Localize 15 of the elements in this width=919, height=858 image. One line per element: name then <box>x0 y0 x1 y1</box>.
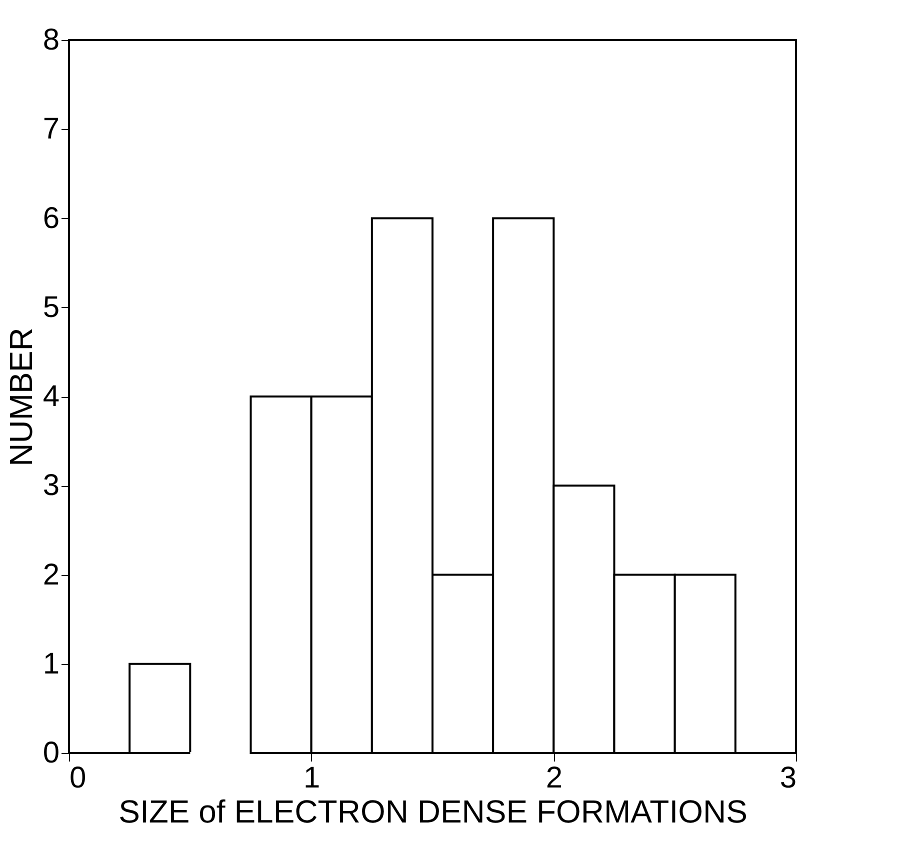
y-tick-label: 7 <box>42 112 60 146</box>
y-tick-label: 6 <box>42 202 60 235</box>
y-axis-title: NUMBER <box>2 328 39 466</box>
y-tick-label: 8 <box>42 24 60 56</box>
y-tick-label: 3 <box>42 469 60 502</box>
y-tick-label: 5 <box>42 290 60 324</box>
x-tick-label: 2 <box>546 762 563 794</box>
x-tick-label: 0 <box>70 762 86 794</box>
y-tick-label: 0 <box>42 736 60 770</box>
y-tick-label: 1 <box>42 647 60 680</box>
x-tick-label: 1 <box>303 762 320 794</box>
y-tick-label: 4 <box>42 380 60 413</box>
x-tick-label: 3 <box>780 762 796 794</box>
y-tick-label: 2 <box>42 558 60 592</box>
x-axis-title: SIZE of ELECTRON DENSE FORMATIONS <box>118 794 748 830</box>
